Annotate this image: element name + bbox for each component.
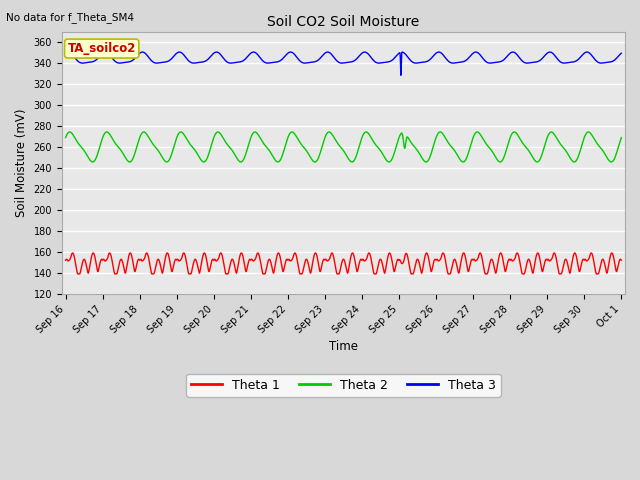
X-axis label: Time: Time: [329, 340, 358, 353]
Theta 1: [163, 251, 170, 257]
Theta 1: [519, 271, 527, 277]
Theta 1: [618, 257, 625, 263]
Theta 3: [397, 72, 404, 78]
Line: Theta 1: Theta 1: [66, 253, 621, 274]
Theta 3: [618, 50, 625, 56]
Y-axis label: Soil Moisture (mV): Soil Moisture (mV): [15, 108, 28, 217]
Legend: Theta 1, Theta 2, Theta 3: Theta 1, Theta 2, Theta 3: [186, 373, 501, 396]
Theta 3: [477, 52, 484, 58]
Theta 3: [424, 59, 431, 64]
Text: TA_soilco2: TA_soilco2: [68, 42, 136, 55]
Theta 3: [163, 59, 170, 65]
Line: Theta 3: Theta 3: [66, 52, 621, 75]
Theta 1: [217, 250, 225, 256]
Theta 1: [274, 250, 282, 256]
Theta 1: [395, 258, 403, 264]
Theta 2: [460, 159, 467, 165]
Theta 3: [287, 49, 294, 55]
Title: Soil CO2 Soil Moisture: Soil CO2 Soil Moisture: [268, 15, 420, 29]
Theta 3: [395, 50, 403, 56]
Theta 2: [519, 140, 527, 146]
Theta 2: [395, 135, 403, 141]
Theta 3: [519, 59, 527, 64]
Theta 1: [408, 271, 415, 277]
Theta 1: [424, 251, 431, 256]
Theta 2: [618, 135, 625, 141]
Theta 2: [477, 132, 484, 138]
Theta 2: [62, 135, 70, 141]
Line: Theta 2: Theta 2: [66, 132, 621, 162]
Theta 1: [62, 257, 70, 263]
Theta 2: [274, 159, 282, 165]
Theta 2: [214, 129, 221, 135]
Theta 1: [477, 250, 484, 256]
Theta 2: [163, 159, 170, 165]
Text: No data for f_Theta_SM4: No data for f_Theta_SM4: [6, 12, 134, 23]
Theta 2: [423, 159, 431, 165]
Theta 3: [274, 59, 282, 65]
Theta 3: [62, 50, 70, 56]
